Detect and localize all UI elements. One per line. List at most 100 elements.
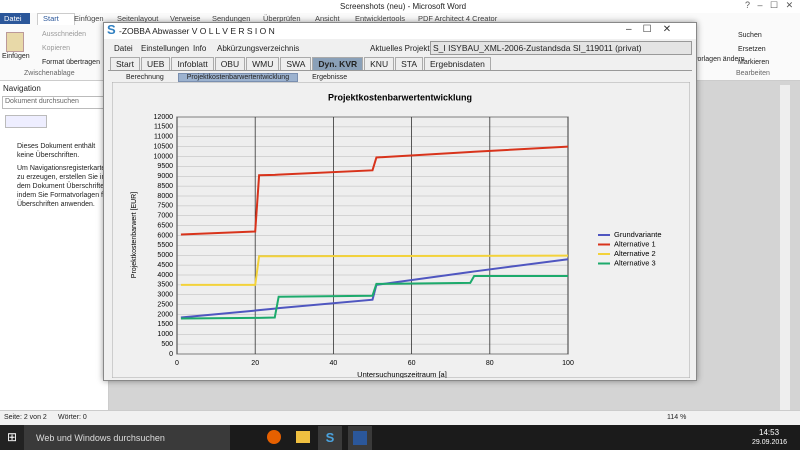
word-task[interactable]	[348, 426, 372, 450]
replace[interactable]: Ersetzen	[738, 46, 766, 53]
taskbar-search[interactable]: Web und Windows durchsuchen	[36, 433, 165, 443]
menu-item[interactable]: Datei	[114, 44, 133, 53]
y-tick-label: 8500	[157, 183, 173, 190]
status-bar	[0, 410, 800, 426]
word-tab[interactable]: Ansicht	[315, 14, 340, 23]
tab-line	[108, 70, 692, 71]
y-tick-label: 11000	[154, 134, 173, 141]
y-tick-label: 10500	[154, 143, 174, 150]
paste[interactable]: Einfügen	[2, 53, 30, 60]
chart-title: Projektkostenbarwertentwicklung	[328, 92, 472, 102]
app-subtabs: Berechnung Projektkostenbarwertentwicklun…	[118, 72, 361, 82]
find[interactable]: Suchen	[738, 32, 762, 39]
word-tab[interactable]: PDF Architect 4 Creator	[418, 14, 498, 23]
taskbar-search-box[interactable]	[24, 425, 230, 450]
clock-time: 14:53	[759, 428, 780, 437]
app-tab[interactable]: UEB	[140, 57, 171, 70]
app-tab[interactable]: Dyn. KVR	[312, 57, 364, 70]
y-tick-label: 5500	[157, 242, 173, 249]
y-tick-label: 8000	[157, 193, 173, 200]
word-tab[interactable]: Start	[43, 14, 59, 23]
select[interactable]: Markieren	[738, 59, 770, 66]
word-titlebar	[0, 0, 800, 13]
word-tab[interactable]: Datei	[4, 14, 22, 23]
chart: Projektkostenbarwertentwicklung Untersuc…	[112, 82, 690, 378]
y-tick-label: 7000	[157, 213, 173, 220]
sub-tab[interactable]: Berechnung	[126, 74, 164, 81]
app-title: -ZOBBA Abwasser V O L L V E R S I O N	[119, 26, 275, 36]
x-tick-label: 20	[251, 360, 259, 367]
zobba-task[interactable]: S	[318, 426, 342, 450]
clipboard-group: Zwischenablage	[24, 70, 75, 77]
y-tick-label: 0	[169, 351, 173, 358]
firefox-icon[interactable]	[267, 430, 281, 444]
format-painter[interactable]: Format übertragen	[42, 59, 100, 66]
y-tick-label: 10000	[154, 153, 174, 160]
explorer-icon[interactable]	[296, 431, 310, 443]
app-tab[interactable]: Start	[110, 57, 140, 70]
project-field[interactable]: S_I ISYBAU_XML-2006-Zustandsda SI_119011…	[430, 41, 692, 55]
start-tab-bg[interactable]	[37, 13, 75, 25]
app-tab[interactable]: KNU	[364, 57, 395, 70]
window-controls[interactable]: ? – ☐ ✕	[745, 0, 794, 10]
cut[interactable]: Ausschneiden	[42, 31, 86, 38]
nav-title: Navigation	[3, 84, 41, 93]
nav-hint: Um Navigationsregisterkarten zu erzeugen…	[17, 165, 110, 208]
y-axis-label: Projektkostenbarwert [EUR]	[131, 192, 138, 278]
sub-tab[interactable]: Ergebnisse	[312, 74, 348, 81]
app-tab[interactable]: Infoblatt	[171, 57, 214, 70]
copy[interactable]: Kopieren	[42, 45, 71, 52]
menu-item[interactable]: Abkürzungsverzeichnis	[217, 44, 300, 53]
word-tab[interactable]: Überprüfen	[263, 14, 301, 23]
app-tab[interactable]: WMU	[246, 57, 280, 70]
app-icon: S	[107, 22, 116, 37]
nav-view-buttons[interactable]	[5, 115, 47, 128]
series-line	[180, 274, 568, 320]
editing-group: Bearbeiten	[736, 70, 770, 77]
nav-search[interactable]: Dokument durchsuchen	[5, 98, 79, 105]
menu-item[interactable]: Einstellungen	[141, 44, 190, 53]
app-tabs: Start UEB Infoblatt OBU WMU SWA Dyn. KVR KNU STA…	[110, 57, 492, 70]
y-tick-label: 3000	[157, 292, 173, 299]
word-tab[interactable]: Einfügen	[74, 14, 104, 23]
sub-tab[interactable]: Projektkostenbarwertentwicklung	[177, 73, 299, 82]
vertical-ruler	[780, 85, 790, 410]
clock-date: 29.09.2016	[752, 439, 788, 446]
legend-label: Alternative 1	[614, 239, 656, 248]
y-tick-label: 6000	[157, 232, 173, 239]
nav-message: Dieses Dokument enthält keine Überschrif…	[17, 143, 96, 159]
menu-item[interactable]: Info	[193, 44, 207, 53]
styles-change[interactable]: vorlagen ändern	[694, 56, 745, 63]
series-line	[180, 254, 569, 286]
word-tab[interactable]: Verweise	[170, 14, 201, 23]
x-tick-label: 80	[486, 360, 494, 367]
status-page: Seite: 2 von 2	[4, 414, 47, 421]
app-tab[interactable]: SWA	[280, 57, 312, 70]
project-label: Aktuelles Projekt:	[370, 44, 432, 53]
y-tick-label: 2500	[157, 301, 173, 308]
app-tab[interactable]: Ergebnisdaten	[424, 57, 491, 70]
y-tick-label: 9500	[157, 163, 173, 170]
y-tick-label: 9000	[157, 173, 173, 180]
status-zoom: 114 %	[667, 414, 687, 421]
y-tick-label: 1000	[157, 331, 173, 338]
legend-label: Alternative 3	[614, 258, 656, 267]
file-tab-bg[interactable]	[0, 13, 30, 24]
series-line	[180, 258, 569, 319]
start-button[interactable]: ⊞	[0, 425, 24, 450]
y-tick-label: 2000	[157, 311, 173, 318]
app-tab[interactable]: OBU	[214, 57, 246, 70]
y-tick-label: 6500	[157, 222, 173, 229]
y-tick-label: 1500	[157, 321, 173, 328]
word-tab[interactable]: Sendungen	[212, 14, 251, 23]
app-controls[interactable]: – ☐ ✕	[626, 24, 672, 35]
y-tick-label: 4000	[157, 272, 173, 279]
app-tab[interactable]: STA	[395, 57, 423, 70]
word-tab[interactable]: Seitenlayout	[117, 14, 159, 23]
word-tab[interactable]: Entwicklertools	[355, 14, 406, 23]
y-tick-label: 500	[161, 341, 173, 348]
legend-label: Grundvariante	[614, 230, 662, 239]
legend-label: Alternative 2	[614, 249, 656, 258]
word-title: Screenshots (neu) - Microsoft Word	[340, 2, 467, 11]
